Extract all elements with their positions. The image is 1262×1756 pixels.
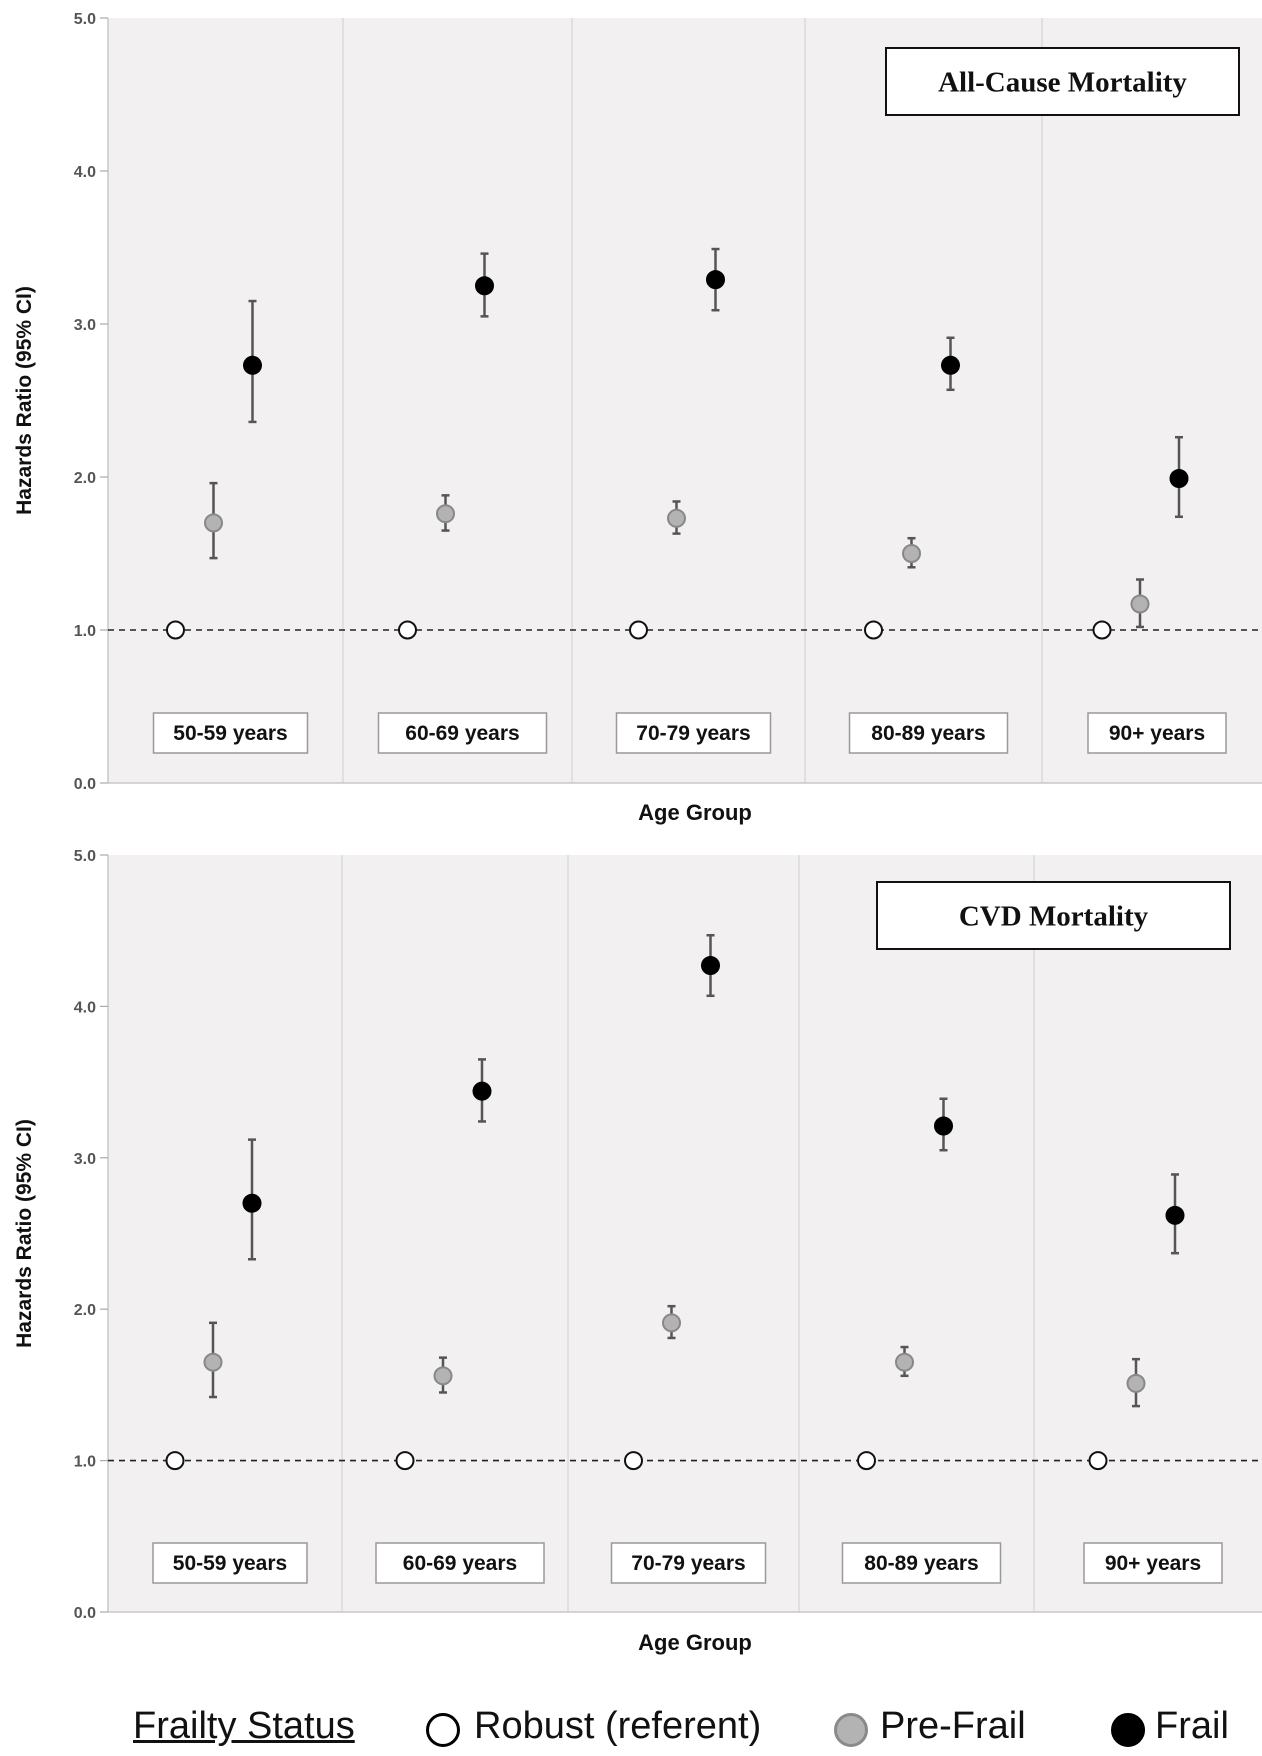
charts-canvas: 0.0 1.0 2.0 3.0 4.0 5.0 Hazards Ratio (95% CI)… [13, 11, 1262, 1655]
legend-frail-label: Frail [1155, 1705, 1229, 1747]
x-axis-title: Age Group [638, 800, 752, 825]
chart-title-box [876, 881, 1231, 950]
category-label: 80-89 years [871, 722, 985, 745]
prefrail-point [902, 544, 921, 563]
prefrail-point [667, 508, 686, 528]
category-label-box [848, 712, 1009, 754]
category-label-box [152, 1542, 308, 1584]
robust-point [165, 1451, 185, 1471]
robust-point [1088, 1451, 1108, 1471]
y-tick-label: 4.0 [74, 999, 96, 1016]
prefrail-point [436, 504, 455, 524]
robust-point [1092, 620, 1112, 640]
category-label-box [375, 1542, 545, 1584]
robust-point [864, 620, 883, 640]
y-tick-label: 5.0 [74, 848, 96, 865]
y-tick-label: 3.0 [74, 317, 96, 334]
category-label: 70-79 years [636, 722, 750, 745]
category-label-box [615, 712, 772, 754]
frail-point [934, 1116, 953, 1136]
y-tick-label: 0.0 [74, 1605, 96, 1622]
category-label: 90+ years [1105, 1552, 1201, 1575]
y-tick-label: 2.0 [74, 470, 96, 487]
chart-title: CVD Mortality [959, 901, 1149, 933]
category-label: 50-59 years [173, 1552, 287, 1575]
category-label: 70-79 years [631, 1552, 745, 1575]
y-tick-label: 1.0 [74, 623, 96, 640]
chart-panel-2: 0.0 1.0 2.0 3.0 4.0 5.0 Hazards Ratio (95% CI)… [13, 848, 1262, 1655]
frail-point [475, 276, 494, 296]
prefrail-point [1130, 594, 1150, 614]
plot-area [108, 18, 1262, 783]
category-label-box [152, 712, 309, 754]
chart-panel-1: 0.0 1.0 2.0 3.0 4.0 5.0 Hazards Ratio (95% CI)… [13, 11, 1262, 825]
robust-point [166, 620, 185, 640]
prefrail-point [1126, 1373, 1146, 1393]
prefrail-point [662, 1313, 681, 1333]
frail-point [472, 1081, 492, 1101]
legend-robust-marker [426, 1713, 460, 1747]
category-label: 60-69 years [405, 722, 519, 745]
legend: Frailty Status Robust (referent) Pre-Fra… [0, 1705, 1262, 1755]
category-label: 80-89 years [864, 1552, 978, 1575]
prefrail-point [433, 1366, 453, 1386]
y-tick-label: 4.0 [74, 164, 96, 181]
frail-point [1165, 1205, 1185, 1225]
chart-title: All-Cause Mortality [938, 67, 1187, 99]
frail-point [706, 270, 725, 290]
robust-point [624, 1451, 643, 1471]
legend-prefrail-label: Pre-Frail [880, 1705, 1026, 1747]
robust-point [398, 620, 417, 640]
frail-point [701, 956, 720, 976]
legend-title: Frailty Status [133, 1705, 355, 1747]
frail-point [242, 1193, 262, 1213]
chart-title-box [885, 47, 1240, 116]
category-label-box [841, 1542, 1002, 1584]
legend-prefrail-marker [834, 1713, 868, 1747]
frail-point [243, 355, 262, 375]
frail-point [941, 355, 960, 375]
y-axis-title: Hazards Ratio (95% CI) [13, 1119, 36, 1348]
prefrail-point [204, 513, 223, 533]
y-tick-label: 3.0 [74, 1151, 96, 1168]
legend-robust-label: Robust (referent) [474, 1705, 762, 1747]
plot-area [108, 855, 1262, 1612]
y-tick-label: 2.0 [74, 1302, 96, 1319]
x-axis-title: Age Group [638, 1630, 752, 1655]
category-label-box [377, 712, 548, 754]
robust-point [629, 620, 648, 640]
y-tick-label: 0.0 [74, 776, 96, 793]
category-label-box [610, 1542, 767, 1584]
category-label: 60-69 years [403, 1552, 517, 1575]
prefrail-point [895, 1352, 914, 1372]
category-label-box [1087, 712, 1227, 754]
category-label: 90+ years [1109, 722, 1205, 745]
y-axis-title: Hazards Ratio (95% CI) [13, 286, 36, 515]
prefrail-point [203, 1352, 223, 1372]
robust-point [395, 1451, 415, 1471]
robust-point [857, 1451, 876, 1471]
category-label: 50-59 years [173, 722, 287, 745]
legend-frail-marker [1111, 1713, 1145, 1747]
y-tick-label: 1.0 [74, 1454, 96, 1471]
frail-point [1169, 469, 1189, 489]
category-label-box [1083, 1542, 1223, 1584]
y-tick-label: 5.0 [74, 11, 96, 28]
